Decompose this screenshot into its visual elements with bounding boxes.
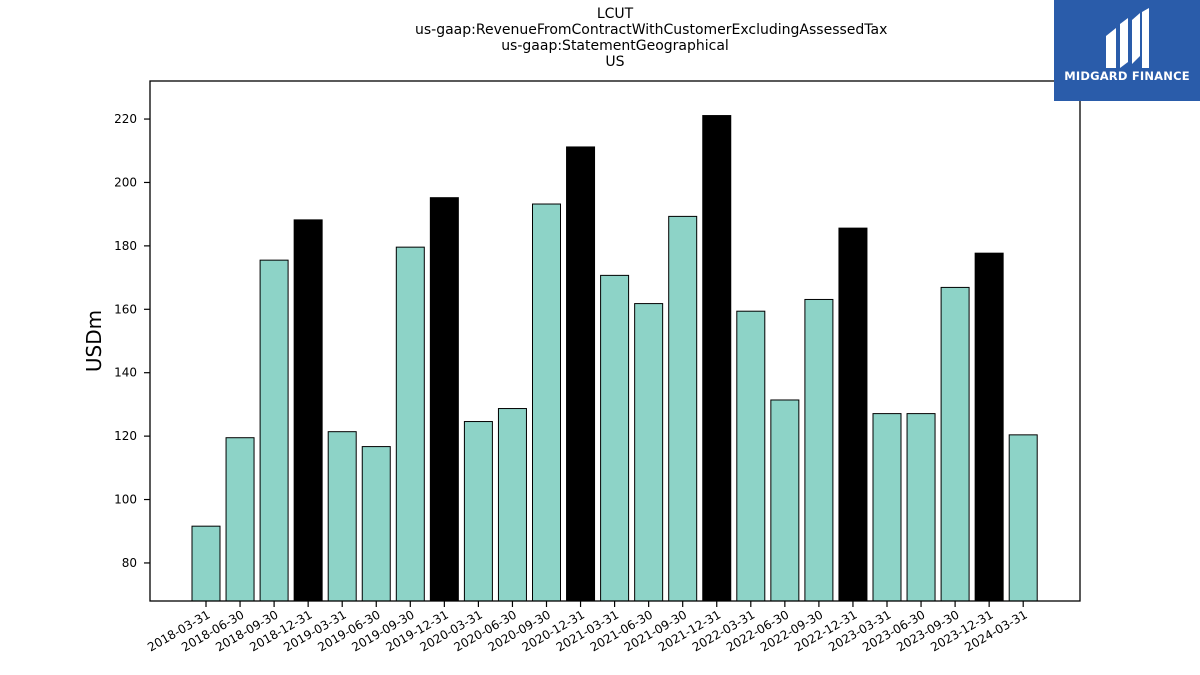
y-tick-label-100: 100 xyxy=(114,493,137,507)
bar-2018-06-30 xyxy=(225,437,255,602)
bar-2021-06-30 xyxy=(634,303,664,602)
bar-2019-06-30 xyxy=(361,446,391,602)
y-tick-label-200: 200 xyxy=(114,175,137,189)
bar-2018-09-30 xyxy=(259,259,289,602)
bar-2023-03-31 xyxy=(872,413,902,602)
title-member: US xyxy=(605,54,625,70)
bar-2020-03-31 xyxy=(463,421,493,602)
bar-2020-09-30 xyxy=(532,203,561,602)
bar-2018-03-31 xyxy=(191,525,221,602)
bar-2020-12-31 xyxy=(566,146,596,602)
bar-2022-03-31 xyxy=(736,310,766,602)
bar-2018-12-31 xyxy=(293,219,323,602)
bar-2023-12-31 xyxy=(974,252,1004,602)
bar-2021-12-31 xyxy=(702,115,732,602)
chart-title: LCUT us-gaap:RevenueFromContractWithCust… xyxy=(415,6,888,70)
midgard-finance-logo: MIDGARD FINANCE xyxy=(1054,0,1200,101)
bar-2021-09-30 xyxy=(668,215,698,602)
bar-2022-09-30 xyxy=(804,298,834,602)
bar-2022-12-31 xyxy=(838,227,868,602)
logo-text: MIDGARD FINANCE xyxy=(1064,69,1190,83)
y-tick-label-140: 140 xyxy=(114,366,137,380)
bar-2019-03-31 xyxy=(327,431,357,602)
logo-mark-icon xyxy=(1106,8,1149,68)
y-tick-label-120: 120 xyxy=(114,429,137,443)
bar-2024-03-31 xyxy=(1008,434,1038,602)
title-ticker: LCUT xyxy=(596,6,634,22)
y-tick-label-160: 160 xyxy=(114,302,137,316)
y-tick-label-220: 220 xyxy=(114,112,137,126)
bar-2023-06-30 xyxy=(906,413,936,602)
y-tick-label-180: 180 xyxy=(114,239,137,253)
bar-2019-12-31 xyxy=(429,197,459,602)
title-concept: us-gaap:RevenueFromContractWithCustomerE… xyxy=(415,22,888,38)
bar-2020-06-30 xyxy=(497,408,527,602)
bar-2023-09-30 xyxy=(940,286,970,602)
bar-2021-03-31 xyxy=(600,274,630,602)
title-axis: us-gaap:StatementGeographical xyxy=(501,38,729,54)
y-axis-label: USDm xyxy=(82,310,106,372)
y-tick-label-80: 80 xyxy=(122,556,137,570)
bar-2022-06-30 xyxy=(770,399,800,602)
bar-2019-09-30 xyxy=(395,246,425,602)
